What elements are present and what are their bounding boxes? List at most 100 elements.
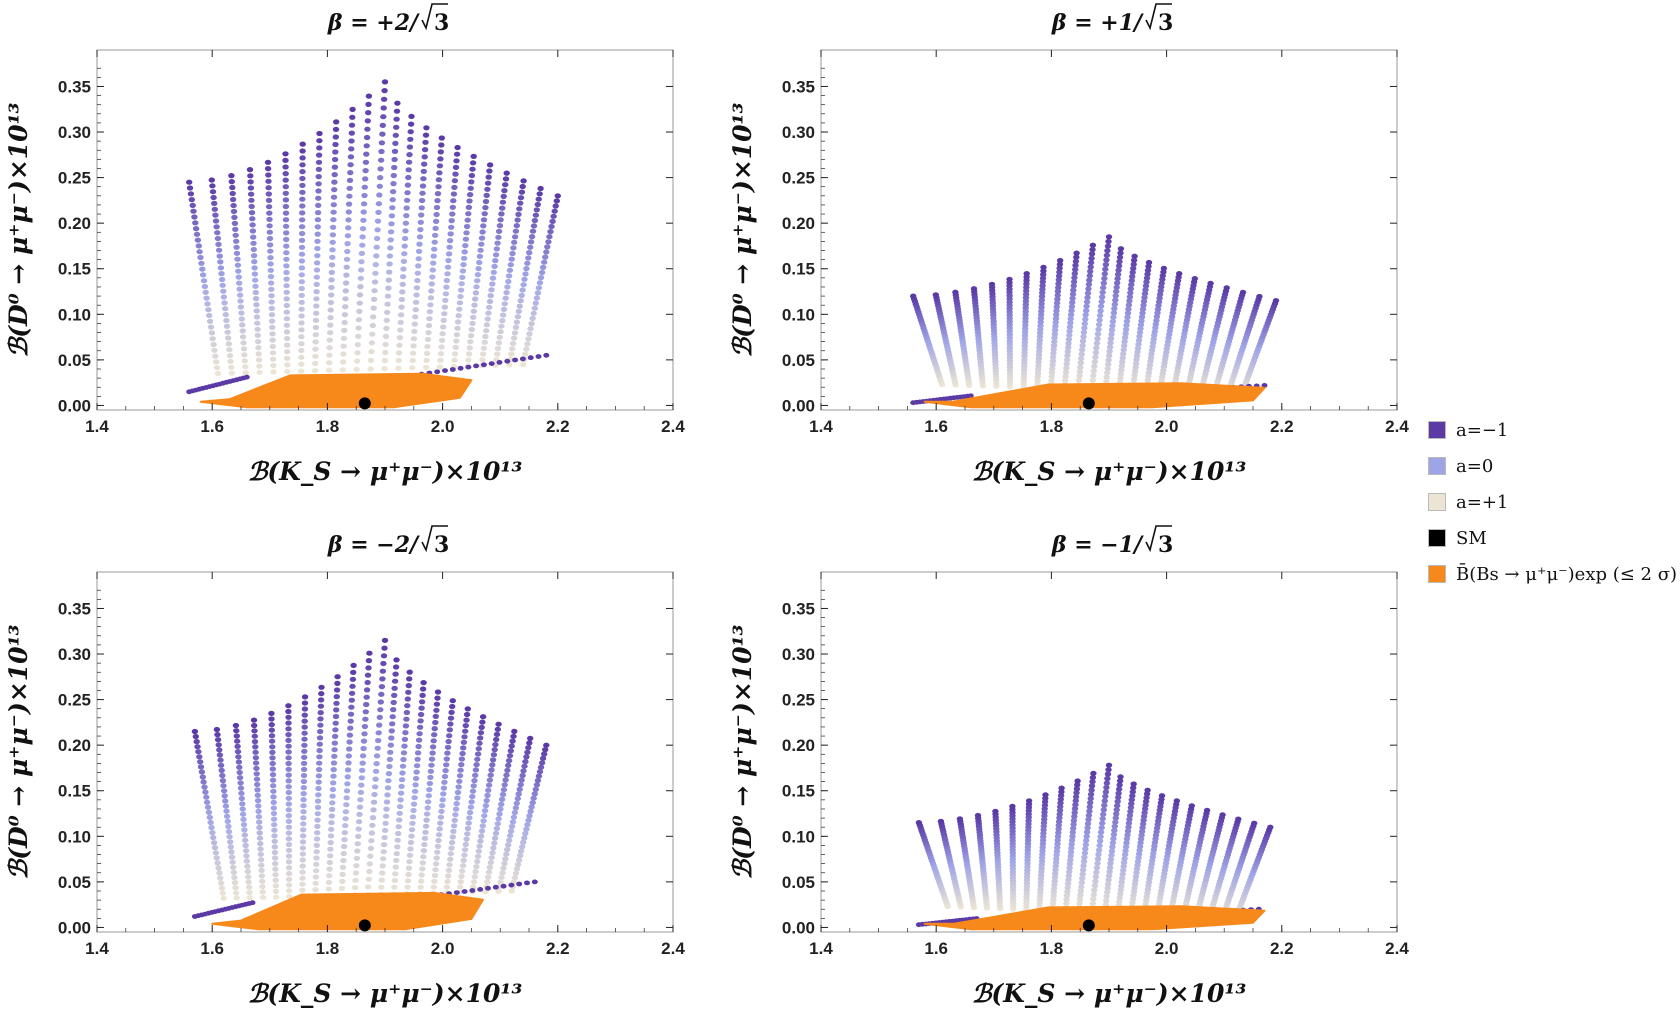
scatter-point bbox=[256, 824, 263, 831]
scatter-point bbox=[197, 254, 204, 261]
scatter-point bbox=[1051, 327, 1059, 333]
x-tick-label: 2.0 bbox=[1155, 939, 1179, 958]
scatter-point bbox=[549, 218, 556, 224]
scatter-point bbox=[392, 671, 399, 677]
scatter-point bbox=[1076, 373, 1083, 379]
scatter-point bbox=[411, 788, 419, 794]
scatter-point bbox=[1223, 285, 1230, 291]
scatter-point bbox=[386, 253, 394, 259]
scatter-point bbox=[1067, 320, 1074, 326]
scatter-point bbox=[1106, 869, 1113, 875]
scatter-point bbox=[347, 170, 354, 176]
scatter-point bbox=[344, 248, 351, 255]
scatter-point bbox=[316, 145, 323, 151]
scatter-point bbox=[1053, 852, 1060, 858]
scatter-point bbox=[495, 228, 503, 234]
scatter-point bbox=[251, 722, 258, 729]
scatter-point bbox=[352, 877, 359, 883]
scatter-point bbox=[251, 728, 258, 734]
scatter-point bbox=[503, 290, 510, 296]
scatter-point bbox=[316, 760, 323, 766]
scatter-point bbox=[298, 327, 305, 333]
y-axis-label: ℬ(D⁰ → μ⁺μ⁻)×10¹³ bbox=[4, 624, 33, 879]
scatter-point bbox=[327, 299, 335, 306]
scatter-point bbox=[391, 877, 399, 884]
scatter-point bbox=[489, 762, 496, 768]
scatter-point bbox=[331, 187, 338, 193]
scatter-point bbox=[1051, 331, 1059, 337]
scatter-point bbox=[458, 281, 465, 287]
scatter-point bbox=[393, 124, 400, 130]
scatter-point bbox=[363, 151, 370, 157]
scatter-point bbox=[497, 329, 504, 335]
scatter-point bbox=[219, 890, 226, 896]
scatter-point bbox=[257, 857, 265, 863]
scatter-point bbox=[239, 801, 246, 807]
scatter-point bbox=[447, 851, 454, 857]
scatter-point bbox=[1130, 785, 1137, 791]
scatter-point bbox=[236, 280, 243, 286]
scatter-point bbox=[328, 269, 335, 275]
scatter-point bbox=[243, 858, 251, 864]
scatter-point bbox=[345, 209, 352, 215]
scatter-point bbox=[298, 347, 305, 353]
scatter-point bbox=[221, 300, 228, 306]
scatter-point bbox=[534, 201, 541, 208]
scatter-point bbox=[201, 784, 208, 790]
scatter-point bbox=[1124, 828, 1132, 834]
scatter-point bbox=[409, 365, 416, 371]
scatter-point bbox=[333, 707, 340, 713]
scatter-point bbox=[283, 322, 291, 328]
scatter-point bbox=[442, 297, 449, 303]
scatter-point bbox=[300, 809, 307, 815]
scatter-point bbox=[225, 823, 232, 830]
scatter-point bbox=[1038, 304, 1045, 310]
scatter-point bbox=[1055, 281, 1062, 287]
scatter-point bbox=[1095, 322, 1103, 328]
scatter-point bbox=[408, 833, 415, 839]
scatter-point bbox=[516, 303, 523, 309]
scatter-point bbox=[1132, 364, 1139, 371]
scatter-point bbox=[440, 785, 448, 791]
x-tick-label: 1.4 bbox=[85, 939, 109, 958]
scatter-point bbox=[382, 333, 390, 339]
scatter-point bbox=[1056, 815, 1063, 821]
scatter-point bbox=[538, 760, 546, 766]
scatter-point bbox=[272, 883, 279, 889]
scatter-point bbox=[480, 217, 488, 223]
scatter-point bbox=[237, 298, 244, 304]
scatter-point bbox=[456, 300, 464, 306]
scatter-point bbox=[312, 346, 319, 352]
scatter-point bbox=[241, 358, 248, 364]
y-tick-label: 0.35 bbox=[58, 77, 91, 96]
scatter-point bbox=[498, 796, 506, 803]
scatter-point bbox=[392, 132, 399, 138]
scatter-point bbox=[272, 872, 279, 878]
scatter-point bbox=[1089, 242, 1097, 248]
scatter-point bbox=[422, 364, 430, 370]
scatter-point bbox=[237, 780, 244, 786]
scatter-point bbox=[224, 818, 231, 825]
scatter-point bbox=[219, 778, 227, 784]
scatter-point bbox=[241, 832, 248, 838]
scatter-point bbox=[534, 290, 542, 296]
scatter-point bbox=[224, 329, 231, 335]
scatter-point bbox=[1052, 315, 1060, 322]
scatter-point bbox=[317, 716, 324, 722]
scatter-point bbox=[518, 189, 526, 195]
scatter-point bbox=[210, 194, 217, 201]
scatter-point bbox=[462, 243, 469, 249]
scatter-point bbox=[358, 267, 365, 273]
scatter-point bbox=[214, 235, 222, 242]
scatter-point bbox=[1063, 357, 1071, 363]
scatter-point bbox=[1119, 875, 1126, 881]
scatter-point bbox=[472, 772, 479, 778]
y-tick-label: 0.00 bbox=[782, 918, 815, 937]
scatter-point bbox=[508, 823, 516, 830]
scatter-point bbox=[459, 750, 466, 757]
scatter-point bbox=[208, 177, 215, 183]
scatter-point bbox=[1103, 257, 1110, 263]
scatter-point bbox=[409, 820, 416, 826]
scatter-point bbox=[372, 270, 379, 276]
x-tick-label: 2.0 bbox=[431, 417, 455, 436]
